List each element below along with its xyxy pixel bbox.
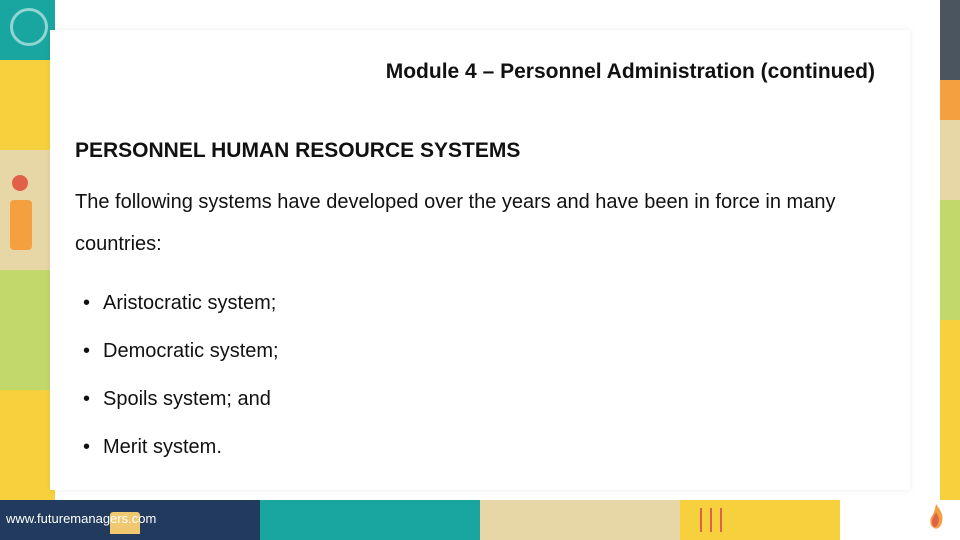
content-card: Module 4 – Personnel Administration (con… bbox=[50, 30, 910, 490]
flame-icon bbox=[920, 502, 952, 534]
decorative-left-strip bbox=[0, 0, 55, 540]
list-item: Merit system. bbox=[75, 423, 875, 471]
intro-text: The following systems have developed ove… bbox=[75, 181, 875, 265]
bullet-list: Aristocratic system; Democratic system; … bbox=[75, 279, 875, 471]
brand-logo bbox=[920, 502, 952, 534]
list-item: Democratic system; bbox=[75, 327, 875, 375]
footer-url: www.futuremanagers.com bbox=[6, 511, 156, 526]
list-item: Aristocratic system; bbox=[75, 279, 875, 327]
slide-root: Module 4 – Personnel Administration (con… bbox=[0, 0, 960, 540]
module-title: Module 4 – Personnel Administration (con… bbox=[75, 60, 875, 84]
section-title: PERSONNEL HUMAN RESOURCE SYSTEMS bbox=[75, 139, 875, 163]
list-item: Spoils system; and bbox=[75, 375, 875, 423]
decorative-right-strip bbox=[940, 0, 960, 540]
